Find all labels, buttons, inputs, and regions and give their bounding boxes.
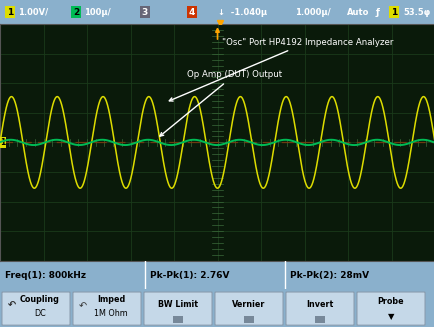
Text: DC: DC — [34, 309, 46, 318]
Text: 4: 4 — [188, 8, 195, 17]
FancyBboxPatch shape — [214, 292, 283, 325]
Text: ▼: ▼ — [387, 312, 393, 321]
Text: Pk-Pk(2): 28mV: Pk-Pk(2): 28mV — [289, 270, 368, 280]
Text: Coupling: Coupling — [20, 295, 60, 304]
FancyBboxPatch shape — [2, 292, 70, 325]
FancyBboxPatch shape — [73, 292, 141, 325]
Text: ↶: ↶ — [79, 301, 87, 311]
Text: 53.5φ: 53.5φ — [402, 8, 429, 17]
Text: BW Limit: BW Limit — [158, 300, 197, 309]
Text: Op Amp (DUT) Output: Op Amp (DUT) Output — [160, 70, 282, 136]
Text: Invert: Invert — [306, 300, 333, 309]
Text: ↓  -1.040μ: ↓ -1.040μ — [217, 8, 266, 17]
Bar — [243, 316, 253, 323]
Text: 100μ/: 100μ/ — [84, 8, 110, 17]
Text: ↶: ↶ — [8, 300, 16, 310]
Text: 1: 1 — [7, 8, 13, 17]
Text: ƒ: ƒ — [375, 8, 379, 17]
Text: 1: 1 — [390, 8, 396, 17]
Text: 1M Ohm: 1M Ohm — [94, 309, 128, 318]
Text: Auto: Auto — [346, 8, 368, 17]
Text: "Osc" Port HP4192 Impedance Analyzer: "Osc" Port HP4192 Impedance Analyzer — [169, 38, 392, 101]
Text: 1.00V/: 1.00V/ — [18, 8, 48, 17]
Text: 1: 1 — [0, 138, 5, 147]
Text: ↶: ↶ — [8, 300, 16, 310]
FancyBboxPatch shape — [285, 292, 353, 325]
Text: Pk-Pk(1): 2.76V: Pk-Pk(1): 2.76V — [150, 270, 229, 280]
Bar — [173, 316, 183, 323]
Text: 1.000μ/: 1.000μ/ — [294, 8, 330, 17]
Bar — [314, 316, 324, 323]
Text: Probe: Probe — [377, 297, 403, 306]
Text: 3: 3 — [141, 8, 148, 17]
FancyBboxPatch shape — [144, 292, 211, 325]
Text: Freq(1): 800kHz: Freq(1): 800kHz — [5, 270, 86, 280]
Text: Vernier: Vernier — [232, 300, 265, 309]
Text: 2: 2 — [73, 8, 79, 17]
FancyBboxPatch shape — [356, 292, 424, 325]
Text: Imped: Imped — [97, 295, 125, 304]
